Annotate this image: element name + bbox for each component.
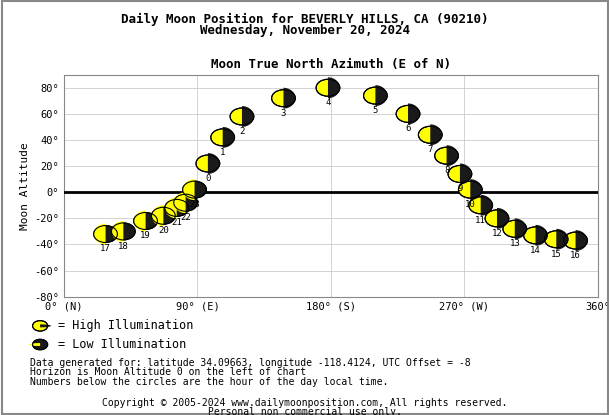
Wedge shape — [182, 179, 195, 200]
Ellipse shape — [151, 207, 175, 224]
Wedge shape — [223, 127, 235, 148]
Y-axis label: Moon Altitude: Moon Altitude — [20, 142, 30, 229]
Ellipse shape — [134, 212, 157, 229]
Ellipse shape — [271, 90, 295, 107]
Text: Copyright © 2005-2024 www.dailymoonposition.com, All rights reserved.: Copyright © 2005-2024 www.dailymoonposit… — [102, 398, 508, 408]
Ellipse shape — [94, 225, 117, 242]
Text: Data generated for: latitude 34.09663, longitude -118.4124, UTC Offset = -8: Data generated for: latitude 34.09663, l… — [30, 358, 471, 368]
Wedge shape — [94, 224, 106, 244]
Ellipse shape — [364, 87, 387, 104]
Ellipse shape — [112, 223, 135, 240]
Text: 10: 10 — [465, 200, 476, 209]
Text: 15: 15 — [551, 250, 562, 259]
Text: 0: 0 — [205, 174, 210, 183]
Wedge shape — [112, 221, 123, 242]
Ellipse shape — [469, 197, 492, 214]
Ellipse shape — [230, 108, 254, 125]
Wedge shape — [447, 145, 459, 166]
Ellipse shape — [211, 129, 235, 146]
Ellipse shape — [182, 181, 206, 198]
Text: 19: 19 — [140, 232, 151, 240]
Text: 3: 3 — [281, 109, 286, 118]
Ellipse shape — [523, 227, 547, 244]
Wedge shape — [375, 85, 387, 106]
Wedge shape — [284, 88, 295, 109]
Text: 23: 23 — [189, 200, 200, 209]
Ellipse shape — [418, 126, 442, 143]
Text: 4: 4 — [325, 98, 331, 107]
Text: = Low Illumination: = Low Illumination — [58, 338, 186, 351]
Wedge shape — [481, 195, 492, 216]
Ellipse shape — [564, 232, 587, 249]
Text: 14: 14 — [530, 246, 541, 255]
Wedge shape — [556, 229, 568, 250]
Text: 5: 5 — [373, 106, 378, 115]
Text: Daily Moon Position for BEVERLY HILLS, CA (90210): Daily Moon Position for BEVERLY HILLS, C… — [121, 13, 489, 27]
Text: Horizon is Moon Altitude 0 on the left of chart: Horizon is Moon Altitude 0 on the left o… — [30, 367, 307, 377]
Text: 7: 7 — [428, 145, 433, 154]
Wedge shape — [208, 153, 220, 174]
Wedge shape — [328, 77, 340, 98]
Text: 12: 12 — [492, 229, 503, 238]
Text: 6: 6 — [405, 124, 411, 133]
Ellipse shape — [165, 200, 188, 216]
Text: Numbers below the circles are the hour of the day local time.: Numbers below the circles are the hour o… — [30, 377, 389, 387]
Ellipse shape — [448, 166, 472, 183]
Text: 11: 11 — [475, 216, 486, 225]
Text: = High Illumination: = High Illumination — [58, 320, 193, 332]
Text: 22: 22 — [180, 213, 191, 222]
Wedge shape — [515, 218, 526, 239]
Text: 21: 21 — [171, 218, 182, 227]
Wedge shape — [576, 230, 587, 251]
Text: 8: 8 — [444, 166, 449, 175]
Wedge shape — [134, 210, 146, 232]
Title: Moon True North Azimuth (E of N): Moon True North Azimuth (E of N) — [211, 58, 451, 71]
Ellipse shape — [459, 181, 482, 198]
Text: Wednesday, November 20, 2024: Wednesday, November 20, 2024 — [200, 24, 410, 37]
Text: 18: 18 — [118, 242, 129, 251]
Wedge shape — [151, 205, 163, 226]
Ellipse shape — [32, 339, 48, 350]
Ellipse shape — [435, 147, 459, 164]
Text: 17: 17 — [100, 244, 111, 254]
Wedge shape — [408, 103, 420, 124]
Text: 1: 1 — [220, 148, 225, 157]
Ellipse shape — [503, 220, 526, 237]
Ellipse shape — [485, 210, 509, 227]
Wedge shape — [29, 343, 40, 346]
Text: Personal non commercial use only.: Personal non commercial use only. — [208, 407, 402, 415]
Text: 13: 13 — [509, 239, 520, 248]
Wedge shape — [536, 225, 547, 246]
Text: 2: 2 — [239, 127, 245, 136]
Wedge shape — [497, 208, 509, 229]
Wedge shape — [165, 198, 177, 218]
Text: 20: 20 — [158, 226, 169, 235]
Ellipse shape — [32, 321, 48, 331]
Wedge shape — [460, 164, 472, 184]
Ellipse shape — [544, 231, 568, 248]
Ellipse shape — [196, 155, 220, 172]
Wedge shape — [174, 192, 185, 213]
Wedge shape — [40, 325, 51, 327]
Wedge shape — [242, 106, 254, 127]
Wedge shape — [430, 124, 442, 145]
Text: 16: 16 — [570, 251, 581, 260]
Text: 9: 9 — [458, 184, 462, 193]
Ellipse shape — [174, 194, 198, 211]
Ellipse shape — [316, 79, 340, 96]
Wedge shape — [470, 179, 482, 200]
Ellipse shape — [396, 105, 420, 122]
